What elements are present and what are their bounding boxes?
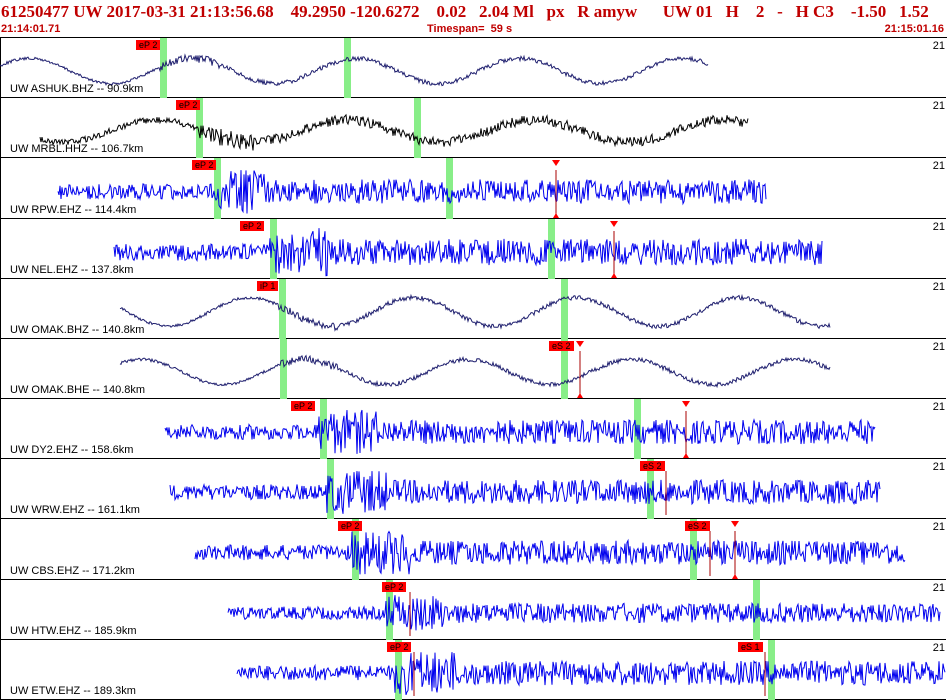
phase-window (561, 279, 568, 339)
trace-count: 21 (933, 341, 945, 353)
station-channel-label: UW CBS.EHZ -- 171.2km (10, 565, 135, 577)
phase-window (768, 640, 775, 700)
waveform-trace (228, 595, 940, 630)
pick-marker-up-icon (683, 453, 689, 458)
pick-marker-up-icon (577, 393, 583, 398)
waveform-trace (170, 471, 880, 514)
station-channel-label: UW WRW.EHZ -- 161.1km (10, 504, 140, 516)
pick-marker-up-icon (553, 213, 559, 218)
phase-pick-label[interactable]: eP 2 (291, 401, 315, 411)
phase-window (280, 339, 287, 399)
trace-count: 21 (933, 40, 945, 52)
seismogram-panel[interactable]: eP 2 UW ASHUK.BHZ -- 90.9km 21 eP 2 UW MRBL.… (0, 38, 947, 700)
phase-pick-label[interactable]: eP 2 (387, 642, 411, 652)
trace-count: 21 (933, 521, 945, 533)
phase-pick-label[interactable]: eS 1 (738, 642, 763, 652)
station-channel-label: UW NEL.EHZ -- 137.8km (10, 264, 133, 276)
phase-window (320, 399, 327, 459)
waveform-trace (120, 356, 830, 387)
phase-pick-label[interactable]: eP 2 (136, 40, 160, 50)
station-channel-label: UW HTW.EHZ -- 185.9km (10, 625, 137, 637)
trace-count: 21 (933, 401, 945, 413)
timespan-label: Timespan= 59 s (427, 23, 512, 36)
waveform-trace (237, 652, 945, 695)
station-channel-label: UW DY2.EHZ -- 158.6km (10, 444, 133, 456)
pick-marker-down-icon (552, 160, 560, 166)
phase-pick-label[interactable]: iP 1 (257, 281, 278, 291)
pick-marker-up-icon (611, 273, 617, 278)
waveform-trace (0, 55, 708, 86)
phase-pick-label[interactable]: eP 2 (192, 160, 216, 170)
waveform-trace (120, 296, 830, 331)
waveform-trace (165, 410, 875, 454)
waveform-trace (58, 170, 766, 213)
trace-count: 21 (933, 582, 945, 594)
phase-pick-label[interactable]: eS 2 (685, 521, 710, 531)
phase-window (414, 98, 421, 158)
waveform-trace (114, 228, 822, 276)
trace-count: 21 (933, 642, 945, 654)
trace-count: 21 (933, 160, 945, 172)
phase-window (344, 38, 351, 98)
station-channel-label: UW MRBL.HHZ -- 106.7km (10, 143, 143, 155)
pick-marker-down-icon (610, 221, 618, 227)
station-channel-label: UW OMAK.BHE -- 140.8km (10, 384, 145, 396)
trace-count: 21 (933, 461, 945, 473)
trace-count: 21 (933, 100, 945, 112)
pick-marker-down-icon (682, 401, 690, 407)
pick-marker-down-icon (731, 521, 739, 527)
waveform-trace (195, 532, 905, 575)
phase-pick-label[interactable]: eP 2 (382, 582, 406, 592)
event-summary-line: 61250477 UW 2017-03-31 21:13:56.68 49.29… (1, 2, 947, 22)
seismogram-canvas[interactable] (0, 38, 947, 700)
pick-marker-up-icon (732, 574, 738, 579)
station-channel-label: UW OMAK.BHZ -- 140.8km (10, 324, 144, 336)
station-channel-label: UW ASHUK.BHZ -- 90.9km (10, 83, 143, 95)
waveform-trace (40, 115, 748, 150)
phase-pick-label[interactable]: eS 2 (640, 461, 665, 471)
station-channel-label: UW ETW.EHZ -- 189.3km (10, 685, 136, 697)
phase-pick-label[interactable]: eP 2 (176, 100, 200, 110)
phase-pick-label[interactable]: eP 2 (240, 221, 264, 231)
trace-count: 21 (933, 281, 945, 293)
station-channel-label: UW RPW.EHZ -- 114.4km (10, 204, 136, 216)
start-time: 21:14:01.71 (1, 23, 60, 36)
phase-pick-label[interactable]: eS 2 (549, 341, 574, 351)
event-header: 61250477 UW 2017-03-31 21:13:56.68 49.29… (0, 0, 947, 38)
trace-count: 21 (933, 221, 945, 233)
phase-pick-label[interactable]: eP 2 (338, 521, 362, 531)
end-time: 21:15:01.16 (885, 23, 944, 36)
pick-marker-down-icon (576, 341, 584, 347)
